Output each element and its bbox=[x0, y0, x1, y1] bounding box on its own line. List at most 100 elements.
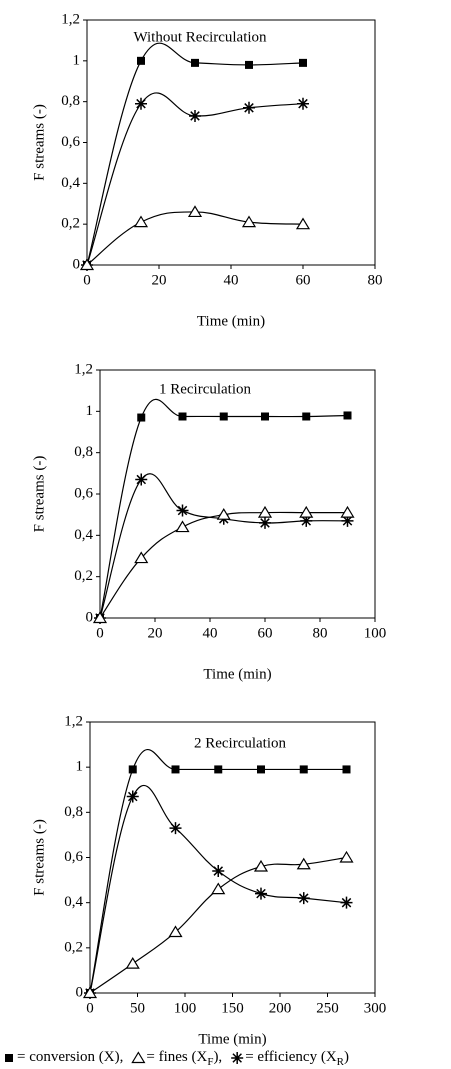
x-tick-label: 40 bbox=[224, 272, 239, 288]
marker-square bbox=[214, 765, 223, 774]
x-tick-label: 60 bbox=[258, 625, 273, 641]
marker-asterisk bbox=[341, 514, 354, 527]
chart: 0 0,2 0,4 0,6 0,8 1 1,2 0 50 100 150 200 250 300 2 Rec… bbox=[31, 713, 386, 1047]
marker-triangle bbox=[299, 505, 314, 518]
marker-triangle bbox=[82, 986, 98, 999]
marker-asterisk bbox=[212, 865, 225, 878]
x-tick-label: 250 bbox=[316, 1000, 339, 1016]
x-axis-label: Time (min) bbox=[198, 1031, 266, 1047]
series-line bbox=[86, 92, 304, 266]
y-tick-label: 1,2 bbox=[64, 713, 83, 729]
marker-square bbox=[219, 412, 228, 421]
marker-triangle bbox=[168, 925, 183, 938]
legend-label: = conversion (X), bbox=[17, 1049, 123, 1065]
marker-triangle bbox=[92, 611, 108, 624]
marker-square bbox=[137, 56, 145, 65]
x-tick-label: 40 bbox=[203, 625, 218, 641]
marker-triangle bbox=[253, 859, 269, 872]
marker-square bbox=[299, 58, 307, 67]
y-tick-label: 0,6 bbox=[61, 134, 80, 150]
marker-square bbox=[245, 60, 253, 69]
x-tick-label: 80 bbox=[368, 272, 383, 288]
series-line bbox=[99, 511, 348, 619]
y-axis-label: F streams (-) bbox=[31, 104, 47, 181]
chart: 0 0,2 0,4 0,6 0,8 1 1,2 0 20 40 60 80 100 1 Recircula… bbox=[31, 361, 386, 682]
marker-asterisk bbox=[259, 516, 271, 529]
x-tick-label: 50 bbox=[130, 1000, 145, 1016]
marker-asterisk bbox=[300, 514, 313, 527]
marker-asterisk bbox=[169, 822, 182, 835]
marker-triangle bbox=[133, 215, 149, 228]
marker-square bbox=[299, 765, 308, 774]
marker-triangle bbox=[216, 508, 231, 520]
marker-triangle bbox=[131, 1051, 146, 1064]
x-tick-label: 60 bbox=[296, 272, 311, 288]
x-tick-label: 0 bbox=[83, 272, 91, 288]
y-tick-label: 0 bbox=[73, 256, 81, 272]
marker-square bbox=[342, 765, 351, 774]
x-tick-label: 80 bbox=[313, 625, 328, 641]
marker-triangle bbox=[340, 505, 355, 518]
x-tick-label: 200 bbox=[269, 1000, 292, 1016]
y-tick-label: 0,2 bbox=[74, 568, 93, 584]
marker-asterisk bbox=[189, 109, 201, 122]
y-tick-label: 1 bbox=[86, 403, 94, 419]
marker-triangle bbox=[241, 215, 257, 228]
legend-text: = efficiency (X bbox=[245, 1049, 337, 1065]
plot-frame bbox=[89, 721, 376, 994]
y-axis-label: F streams (-) bbox=[31, 819, 47, 896]
marker-square bbox=[343, 411, 352, 420]
plot-frame bbox=[99, 369, 376, 619]
annotation: 1 Recirculation bbox=[159, 381, 252, 397]
x-tick-label: 100 bbox=[174, 1000, 197, 1016]
x-tick-label: 100 bbox=[364, 625, 387, 641]
x-axis-label: Time (min) bbox=[197, 313, 265, 329]
series-line bbox=[99, 473, 348, 619]
marker-square bbox=[128, 765, 137, 774]
legend-text: = fines (X bbox=[146, 1049, 207, 1065]
y-tick-label: 0,4 bbox=[74, 527, 93, 543]
marker-square bbox=[257, 765, 265, 774]
legend-tail: ), bbox=[213, 1049, 222, 1065]
annotation: Without Recirculation bbox=[133, 29, 267, 45]
y-tick-label: 0,4 bbox=[61, 175, 80, 191]
marker-square bbox=[5, 1054, 13, 1062]
y-tick-label: 1,2 bbox=[74, 361, 93, 377]
y-tick-label: 0,8 bbox=[61, 93, 80, 109]
marker-square bbox=[191, 58, 199, 67]
y-tick-label: 0,6 bbox=[64, 849, 83, 865]
y-tick-label: 0,2 bbox=[64, 939, 83, 955]
marker-asterisk bbox=[135, 97, 147, 110]
x-axis-label: Time (min) bbox=[203, 666, 271, 682]
marker-triangle bbox=[211, 882, 226, 895]
marker-triangle bbox=[175, 520, 190, 533]
x-tick-label: 150 bbox=[221, 1000, 244, 1016]
annotation: 2 Recirculation bbox=[194, 735, 287, 751]
marker-asterisk bbox=[243, 101, 255, 114]
y-tick-label: 0,2 bbox=[61, 216, 80, 232]
marker-triangle bbox=[257, 505, 273, 518]
chart: 0 0,2 0,4 0,6 0,8 1 1,2 0 20 40 60 80 Without Recirc… bbox=[31, 11, 382, 329]
marker-square bbox=[171, 765, 180, 774]
y-tick-label: 0 bbox=[86, 609, 94, 625]
marker-triangle bbox=[339, 850, 354, 863]
marker-asterisk bbox=[297, 97, 309, 110]
legend-text: = conversion (X), bbox=[17, 1049, 123, 1065]
legend-label: = fines (XF), bbox=[146, 1049, 222, 1067]
y-tick-label: 1 bbox=[73, 52, 81, 68]
marker-square bbox=[261, 412, 269, 421]
marker-triangle bbox=[295, 217, 311, 230]
marker-asterisk bbox=[231, 1052, 244, 1064]
y-tick-label: 0 bbox=[76, 984, 84, 1000]
x-tick-label: 20 bbox=[148, 625, 163, 641]
series-line bbox=[89, 856, 347, 994]
marker-triangle bbox=[134, 551, 149, 564]
marker-square bbox=[178, 412, 187, 421]
legend-subscript: F bbox=[207, 1056, 213, 1068]
series-line bbox=[89, 749, 347, 994]
legend-subscript: R bbox=[337, 1056, 345, 1068]
marker-triangle bbox=[79, 258, 95, 271]
series-line bbox=[86, 211, 304, 266]
marker-asterisk bbox=[340, 896, 353, 909]
